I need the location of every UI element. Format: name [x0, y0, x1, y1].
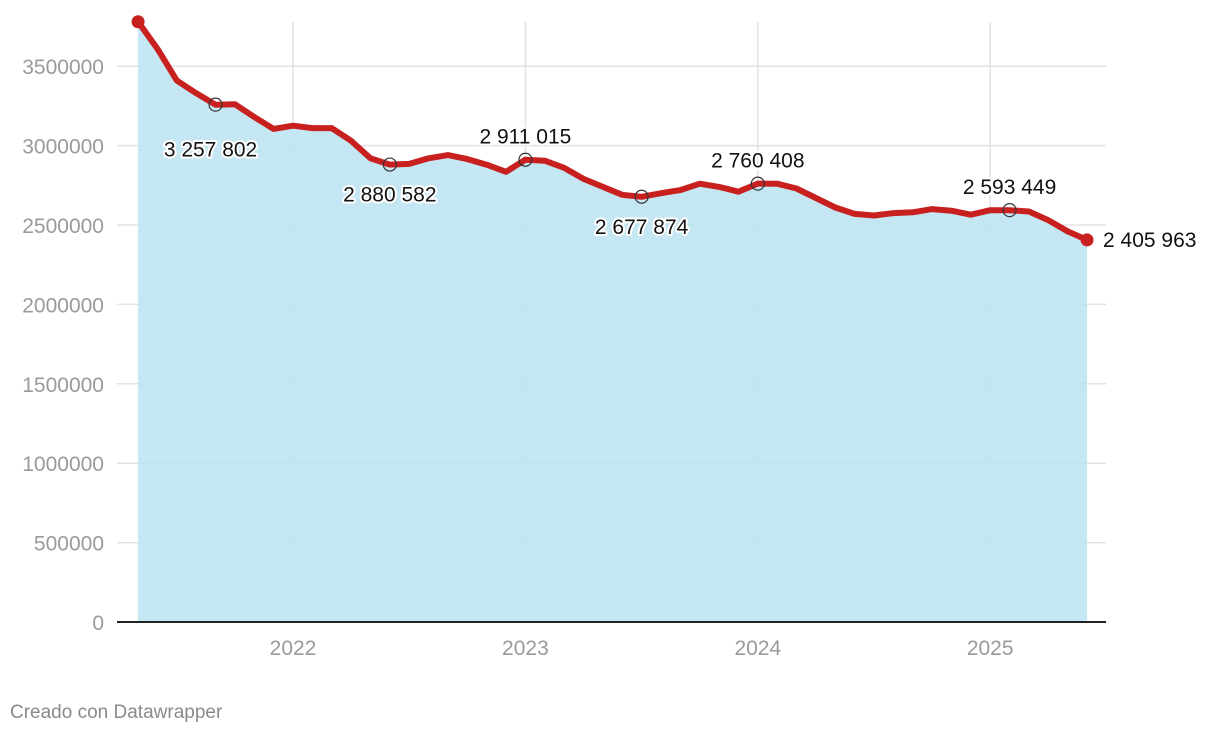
data-label: 2 911 015	[479, 126, 571, 149]
data-label: 2 677 874	[595, 216, 689, 239]
data-label: 2 760 408	[711, 150, 804, 173]
x-tick-label: 2025	[967, 637, 1014, 660]
y-tick-label: 0	[92, 612, 104, 635]
data-label: 2 880 582	[343, 184, 436, 207]
area-fill	[138, 21, 1088, 622]
y-tick-label: 3500000	[22, 56, 104, 79]
data-label: 3 257 802	[164, 139, 257, 162]
data-label: 2 593 449	[963, 176, 1056, 199]
annotation-marker	[1002, 203, 1017, 218]
x-tick-label: 2023	[502, 637, 549, 660]
credit-text: Creado con Datawrapper	[10, 702, 223, 723]
data-label: 2 405 963	[1103, 229, 1196, 252]
area-layer	[138, 21, 1088, 622]
endpoint-marker	[1080, 233, 1094, 247]
line-layer	[135, 18, 1090, 243]
y-tick-label: 3000000	[22, 136, 104, 159]
series-line	[135, 18, 1090, 243]
endpoint-marker	[131, 15, 145, 29]
annotation-marker	[634, 189, 649, 204]
annotation-marker	[750, 176, 765, 191]
label-layer: 3 257 802 2 880 582 2 911 015 2 677 874 2 76…	[162, 124, 1199, 254]
y-tick-label: 2000000	[22, 294, 104, 317]
y-tick-label: 1000000	[22, 453, 104, 476]
marker-layer	[131, 15, 1094, 247]
y-tick-label: 2500000	[22, 215, 104, 238]
annotation-marker	[518, 152, 533, 167]
x-tick-label: 2022	[270, 637, 317, 660]
y-tick-label: 500000	[34, 533, 104, 556]
y-tick-label: 1500000	[22, 374, 104, 397]
x-tick-label: 2024	[734, 637, 781, 660]
axis-layer: 0 500000 1000000 1500000 2000000 2500000 30000…	[22, 56, 1106, 660]
annotation-marker	[382, 157, 397, 172]
annotation-marker	[208, 97, 223, 112]
